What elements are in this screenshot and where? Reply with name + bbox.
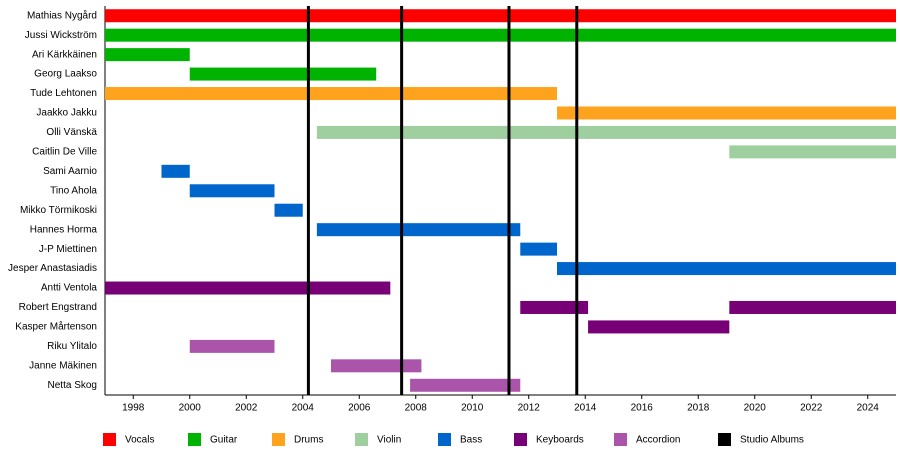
membership-bar [189,67,377,81]
membership-bar [557,106,896,120]
member-label: Riku Ylitalo [47,341,97,352]
membership-bar [105,48,190,62]
legend-swatch [718,433,731,446]
member-label: Jussi Wickström [25,30,97,41]
x-tick-label: 2008 [405,403,428,414]
membership-bar [520,300,589,314]
member-label: Janne Mäkinen [29,360,97,371]
member-label: Robert Engstrand [19,302,97,313]
membership-bar [105,28,896,42]
membership-bar [729,300,896,314]
x-tick-label: 2016 [631,403,654,414]
membership-bar [316,125,896,139]
x-tick-label: 2024 [857,403,880,414]
membership-bar [410,378,521,392]
legend-swatch [614,433,627,446]
member-label: Georg Laakso [34,69,97,80]
membership-bar [189,184,275,198]
member-label: Sami Aarnio [43,166,97,177]
legend-swatch [103,433,116,446]
member-label: J-P Miettinen [39,244,97,255]
member-label: Olli Vänskä [46,127,97,138]
member-label: Mathias Nygård [27,9,97,21]
x-tick-label: 2010 [461,403,484,414]
member-label: Tino Ahola [50,185,97,196]
x-tick-label: 2006 [348,403,371,414]
legend-label: Keyboards [536,435,584,446]
x-tick-label: 2000 [179,403,202,414]
membership-bar [316,223,521,237]
membership-bar [520,242,557,256]
legend-label: Accordion [636,435,680,446]
legend-label: Guitar [210,435,238,446]
member-label: Tude Lehtonen [30,88,97,99]
legend-label: Studio Albums [740,435,804,446]
legend-label: Bass [460,435,482,446]
member-label: Ari Kärkkäinen [32,49,97,60]
member-label: Mikko Törmikoski [20,205,97,216]
legend-swatch [188,433,201,446]
member-label: Caitlin De Ville [32,147,97,158]
membership-bar [729,145,896,159]
member-label: Antti Ventola [41,283,98,294]
legend-label: Vocals [125,435,154,446]
member-label: Netta Skog [48,380,97,391]
membership-bar [557,262,896,276]
x-tick-label: 2018 [687,403,710,414]
legend-swatch [438,433,451,446]
membership-bar [331,359,422,373]
membership-bar [105,9,896,23]
x-tick-label: 2022 [800,403,823,414]
x-tick-label: 1998 [122,403,145,414]
membership-bar [161,164,190,178]
member-label: Hannes Horma [30,224,98,235]
membership-bar [274,203,303,217]
member-label: Kasper Mårtenson [15,321,97,333]
membership-bar [105,87,557,101]
x-tick-label: 2020 [744,403,767,414]
x-tick-label: 2014 [574,403,597,414]
member-label: Jesper Anastasiadis [8,263,97,274]
x-tick-label: 2004 [292,403,315,414]
x-tick-label: 2012 [518,403,541,414]
member-label: Jaakko Jakku [36,108,97,119]
membership-bar [105,281,391,295]
membership-bar [189,339,275,353]
legend-swatch [355,433,368,446]
legend-swatch [272,433,285,446]
x-tick-label: 2002 [235,403,258,414]
legend-swatch [514,433,527,446]
membership-bar [588,320,730,334]
legend-label: Violin [377,435,401,446]
legend-label: Drums [294,435,323,446]
